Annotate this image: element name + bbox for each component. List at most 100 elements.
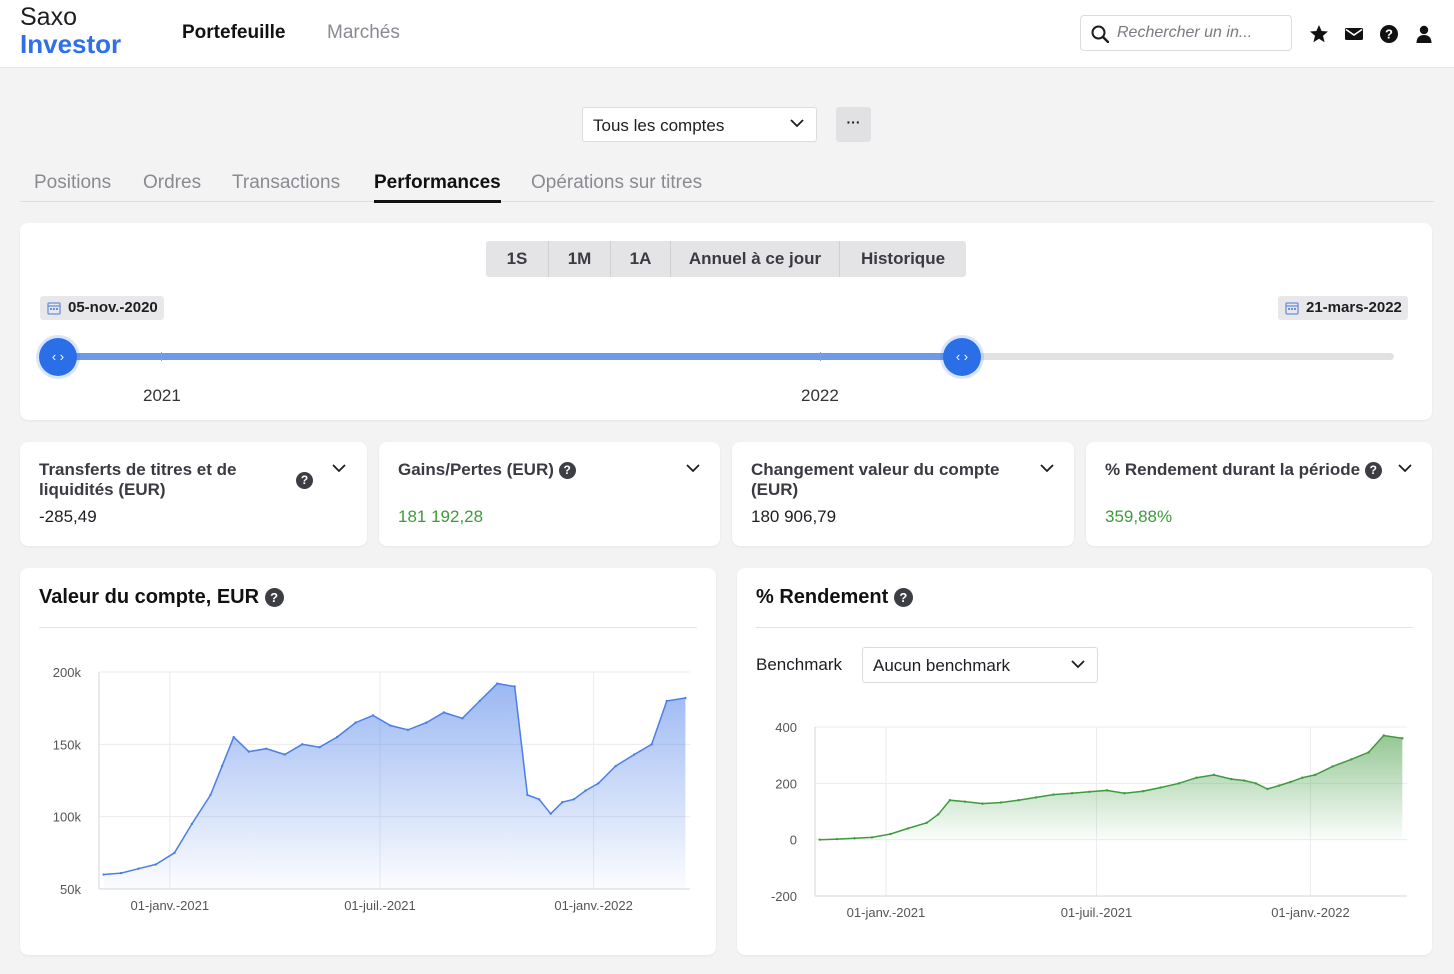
nav-portfolio[interactable]: Portefeuille <box>182 22 286 43</box>
kpi-title: % Rendement durant la période ? <box>1105 460 1382 480</box>
star-icon[interactable] <box>1309 24 1329 44</box>
help-icon[interactable]: ? <box>893 588 913 608</box>
logo-line-2: Investor <box>20 29 122 59</box>
search-placeholder: Rechercher un in... <box>1117 24 1253 41</box>
tab-corporate-actions[interactable]: Opérations sur titres <box>531 172 703 193</box>
help-icon[interactable]: ? <box>264 588 284 608</box>
account-value-chart[interactable]: 200k 150k 100k 50k 01-janv.-2021 01-juil.-202… <box>20 640 716 940</box>
period-1y-button[interactable]: 1A <box>611 241 671 277</box>
data-point <box>283 753 286 756</box>
tab-performances[interactable]: Performances <box>374 172 501 203</box>
data-point <box>406 728 410 732</box>
data-point <box>1277 784 1281 787</box>
tab-transactions[interactable]: Transactions <box>232 172 341 193</box>
data-point <box>963 800 967 803</box>
help-icon[interactable]: ? <box>1379 24 1399 44</box>
data-point <box>1382 734 1385 737</box>
y-tick-label: 150k <box>53 737 82 752</box>
period-1w-button[interactable]: 1S <box>486 241 549 277</box>
kpi-value: 180 906,79 <box>751 507 837 526</box>
data-point <box>835 837 839 841</box>
kpi-value: 181 192,28 <box>398 507 484 526</box>
data-point <box>1070 791 1074 795</box>
data-point <box>1212 773 1216 777</box>
end-date: 21-mars-2022 <box>1306 299 1402 316</box>
logo[interactable]: Saxo Investor <box>20 4 121 58</box>
data-point <box>597 782 600 785</box>
x-tick-label: 01-janv.-2021 <box>131 898 210 913</box>
data-point <box>1242 779 1246 782</box>
data-point <box>870 836 874 839</box>
range-end-handle[interactable]: ‹ › <box>943 338 981 376</box>
data-point <box>119 871 123 875</box>
data-point <box>209 793 212 797</box>
period-1m-button[interactable]: 1M <box>549 241 611 277</box>
svg-text:?: ? <box>1385 27 1393 42</box>
help-icon[interactable]: ? <box>1364 462 1382 480</box>
start-date-badge[interactable]: 05-nov.-2020 <box>40 296 164 320</box>
chevron-down-icon[interactable] <box>1398 464 1412 473</box>
y-tick-label: 0 <box>790 833 797 848</box>
data-point <box>190 822 194 826</box>
series-area <box>103 683 686 889</box>
data-point <box>1301 776 1304 779</box>
data-point <box>1159 786 1162 789</box>
range-start-handle[interactable]: ‹ › <box>39 338 77 376</box>
data-point <box>526 793 529 797</box>
data-point <box>1349 758 1353 761</box>
period-selector: 1S 1M 1A Annuel à ce jour Historique <box>486 241 966 277</box>
data-point <box>1289 780 1292 784</box>
data-point <box>1195 776 1198 779</box>
data-point <box>1141 790 1145 793</box>
y-tick-label: 200k <box>53 665 82 680</box>
account-select-value: Tous les comptes <box>593 116 725 135</box>
search-input[interactable]: Rechercher un in... <box>1080 15 1292 51</box>
chevron-down-icon[interactable] <box>686 464 700 473</box>
logo-line-1: Saxo <box>20 3 77 31</box>
tab-positions[interactable]: Positions <box>34 172 112 193</box>
account-select[interactable]: Tous les comptes <box>582 107 817 142</box>
user-icon[interactable] <box>1414 24 1434 44</box>
data-point <box>102 873 105 876</box>
calendar-icon <box>47 302 61 315</box>
data-point <box>614 764 617 768</box>
x-tick-label: 01-juil.-2021 <box>1061 905 1133 920</box>
more-options-button[interactable]: ··· <box>836 107 871 142</box>
data-point <box>154 863 158 866</box>
kpi-value: -285,49 <box>39 507 97 526</box>
data-point <box>948 799 952 802</box>
chevron-down-icon <box>790 119 804 128</box>
data-point <box>1123 791 1126 795</box>
mail-icon[interactable] <box>1344 24 1364 44</box>
x-tick-label: 01-juil.-2021 <box>344 898 416 913</box>
benchmark-select[interactable]: Aucun benchmark <box>862 647 1098 683</box>
data-point <box>442 711 446 714</box>
divider <box>39 627 697 628</box>
data-point <box>264 747 268 750</box>
chart-title: % Rendement ? <box>756 586 913 609</box>
benchmark-select-value: Aucun benchmark <box>873 656 1011 675</box>
data-point <box>981 802 984 805</box>
chart-title-text: % Rendement <box>756 586 889 608</box>
kpi-card-return[interactable]: % Rendement durant la période ? 359,88% <box>1086 442 1432 546</box>
period-ytd-button[interactable]: Annuel à ce jour <box>671 241 840 277</box>
chevron-down-icon[interactable] <box>332 464 346 473</box>
nav-markets[interactable]: Marchés <box>327 22 400 43</box>
data-point <box>389 724 392 727</box>
data-point <box>1401 737 1404 740</box>
end-date-badge[interactable]: 21-mars-2022 <box>1278 296 1408 320</box>
help-icon[interactable]: ? <box>558 462 576 480</box>
series-area <box>819 735 1403 840</box>
kpi-card-account-change[interactable]: Changement valeur du compte (EUR) 180 90… <box>732 442 1074 546</box>
help-icon[interactable]: ? <box>296 472 313 489</box>
period-history-button[interactable]: Historique <box>860 249 946 268</box>
return-chart[interactable]: 400 200 0 -200 01-janv.-2021 01-juil.-2021 01-… <box>737 700 1432 940</box>
kpi-card-gains[interactable]: Gains/Pertes (EUR) ? 181 192,28 <box>379 442 720 546</box>
data-point <box>300 743 304 746</box>
data-point <box>1367 751 1370 754</box>
chevron-down-icon[interactable] <box>1040 464 1054 473</box>
tab-orders[interactable]: Ordres <box>143 172 202 193</box>
kpi-card-transfers[interactable]: Transferts de titres et de liquidités (E… <box>20 442 367 546</box>
kpi-value: 359,88% <box>1105 507 1173 526</box>
data-point <box>584 789 587 792</box>
